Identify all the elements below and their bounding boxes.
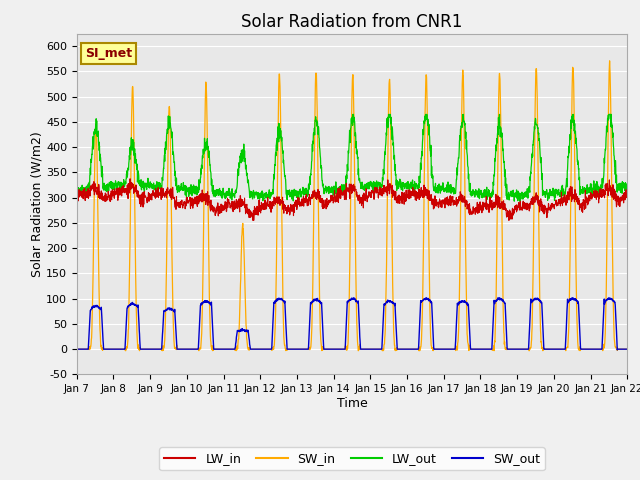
SW_out [73, 346, 81, 352]
SW_in [575, 347, 582, 353]
SW_out [613, 347, 621, 353]
Line: LW_out: LW_out [77, 114, 627, 202]
SW_in [227, 346, 234, 352]
SW_out [590, 346, 598, 352]
SW_out [575, 306, 582, 312]
SW_in [380, 342, 388, 348]
LW_in [227, 203, 234, 208]
LW_in [623, 192, 631, 198]
LW_in [591, 190, 598, 195]
SW_out [227, 346, 234, 352]
Legend: LW_in, SW_in, LW_out, SW_out: LW_in, SW_in, LW_out, SW_out [159, 447, 545, 470]
SW_in [590, 346, 598, 352]
SW_out [512, 346, 520, 352]
Line: SW_in: SW_in [77, 61, 627, 351]
SW_in [122, 348, 129, 354]
LW_in [575, 201, 583, 207]
Title: Solar Radiation from CNR1: Solar Radiation from CNR1 [241, 12, 463, 31]
SW_in [368, 346, 376, 352]
LW_out [575, 177, 583, 183]
SW_out [380, 305, 388, 311]
LW_in [73, 194, 81, 200]
SW_in [606, 58, 614, 64]
LW_out [349, 111, 356, 117]
X-axis label: Time: Time [337, 397, 367, 410]
LW_in [513, 205, 520, 211]
LW_out [368, 184, 376, 190]
SW_out [368, 346, 376, 352]
LW_out [380, 171, 388, 177]
LW_in [380, 189, 388, 194]
LW_out [623, 182, 631, 188]
SW_out [623, 346, 631, 352]
SW_in [512, 346, 520, 352]
Text: SI_met: SI_met [85, 47, 132, 60]
Line: LW_in: LW_in [77, 179, 627, 220]
SW_in [623, 346, 631, 352]
LW_out [591, 184, 598, 190]
LW_out [73, 184, 81, 190]
LW_out [516, 199, 524, 204]
SW_in [73, 346, 81, 352]
SW_out [495, 295, 503, 300]
LW_out [512, 190, 520, 195]
LW_in [369, 190, 376, 195]
Y-axis label: Solar Radiation (W/m2): Solar Radiation (W/m2) [30, 131, 43, 277]
LW_in [126, 176, 134, 181]
LW_out [227, 195, 234, 201]
Line: SW_out: SW_out [77, 298, 627, 350]
LW_in [249, 217, 257, 223]
